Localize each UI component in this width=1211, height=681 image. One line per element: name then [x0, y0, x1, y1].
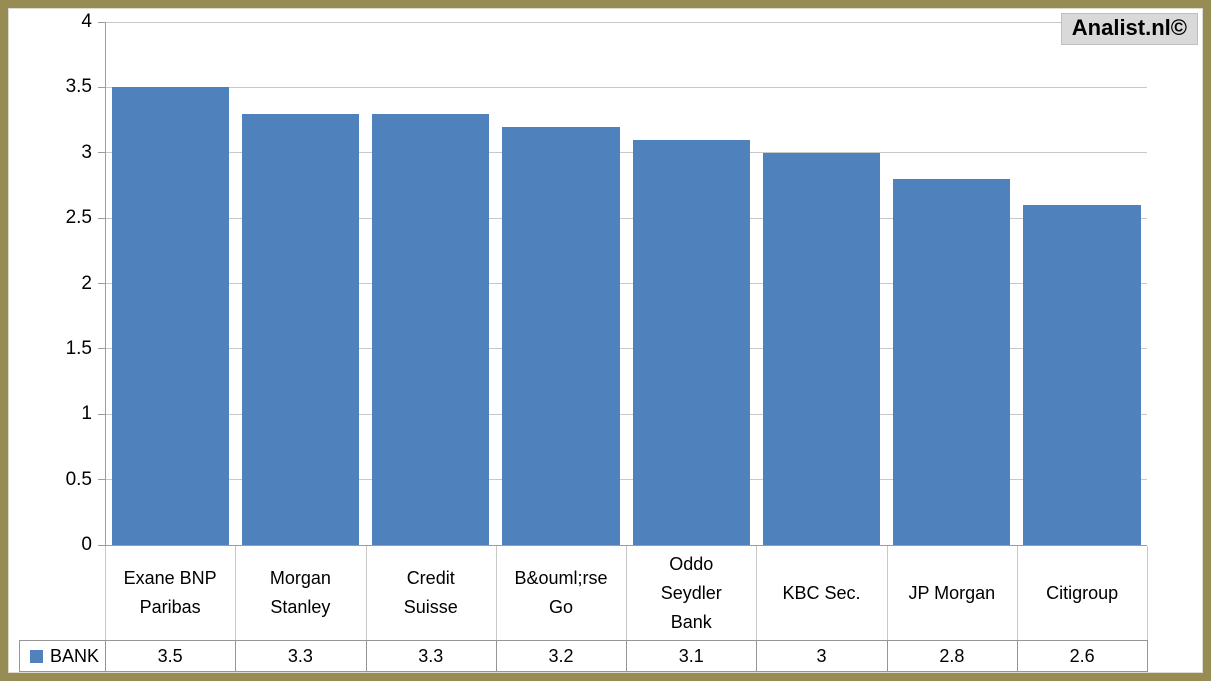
y-axis-tick: [98, 86, 105, 88]
table-value-cell: 3.2: [548, 645, 574, 666]
gridline: [105, 217, 1148, 219]
y-axis-tick-label: 2.5: [65, 207, 92, 229]
gridline: [105, 86, 1148, 88]
y-axis-tick-label: 3: [81, 141, 92, 163]
table-value-cell: 3.3: [287, 645, 313, 666]
table-value-cell: 3.3: [418, 645, 444, 666]
bar: [1023, 205, 1141, 545]
bar: [762, 152, 881, 545]
legend-cell: BANK: [20, 641, 105, 671]
table-cell-separator: [756, 641, 758, 671]
category-separator: [886, 546, 888, 640]
category-separator: [626, 546, 628, 640]
y-axis-tick-label: 0: [81, 534, 92, 555]
brand-badge: Analist.nl©: [1060, 13, 1198, 45]
y-axis-tick: [98, 544, 105, 546]
legend-series-label: BANK: [50, 645, 100, 666]
gridline: [105, 348, 1148, 350]
y-axis-tick: [98, 413, 105, 415]
gridline: [105, 479, 1148, 481]
x-category-label: Credit Suisse: [403, 568, 458, 617]
y-axis-tick: [98, 283, 105, 284]
bar: [502, 126, 620, 545]
bar: [372, 113, 490, 545]
category-separator: [756, 546, 758, 640]
x-category-label: Citigroup: [1046, 582, 1119, 603]
table-cell-separator: [626, 641, 628, 671]
category-separator: [1147, 546, 1149, 640]
gridline: [105, 152, 1148, 154]
table-cell-separator: [495, 641, 497, 671]
y-axis-tick: [98, 479, 105, 481]
legend-swatch-icon: [30, 649, 43, 663]
table-value-cell: 2.6: [1069, 645, 1095, 666]
y-axis-tick-label: 1: [81, 403, 92, 425]
y-axis-tick: [98, 21, 105, 23]
table-value-cell: 3.1: [678, 645, 704, 666]
table-cell-separator: [105, 641, 106, 671]
y-axis-tick-label: 4: [81, 11, 92, 32]
bar: [893, 178, 1011, 545]
x-category-label: Morgan Stanley: [269, 568, 331, 617]
y-axis: [105, 22, 106, 545]
bar: [632, 139, 750, 545]
table-cell-separator: [1016, 641, 1018, 671]
y-axis-tick: [98, 152, 105, 154]
category-separator: [495, 546, 497, 640]
y-axis-tick-label: 1.5: [65, 337, 92, 359]
category-separator: [235, 546, 237, 640]
y-axis-tick: [98, 348, 105, 350]
table-cell-separator: [235, 641, 237, 671]
gridline: [105, 413, 1148, 415]
x-category-label: JP Morgan: [908, 582, 996, 603]
category-separator: [105, 546, 106, 640]
x-axis: [105, 545, 1148, 546]
category-separator: [1016, 546, 1018, 640]
y-axis-tick-label: 2: [81, 272, 92, 294]
x-category-label: B&ouml;rse Go: [514, 568, 608, 617]
bar: [111, 87, 229, 545]
y-axis-tick-label: 3.5: [65, 76, 92, 98]
gridline: [105, 283, 1148, 284]
x-category-label: Oddo Seydler Bank: [660, 553, 722, 632]
table-value-cell: 3: [816, 645, 827, 666]
y-axis-tick: [98, 217, 105, 219]
gridline: [105, 21, 1148, 23]
table-cell-separator: [886, 641, 888, 671]
table-value-cell: 2.8: [939, 645, 965, 666]
data-table: [19, 640, 1149, 672]
x-category-label: Exane BNP Paribas: [123, 568, 217, 617]
x-category-label: KBC Sec.: [782, 582, 861, 603]
table-cell-separator: [365, 641, 367, 671]
bar: [241, 113, 360, 545]
y-axis-tick-label: 0.5: [65, 468, 92, 490]
table-value-cell: 3.5: [157, 645, 183, 666]
category-separator: [365, 546, 367, 640]
